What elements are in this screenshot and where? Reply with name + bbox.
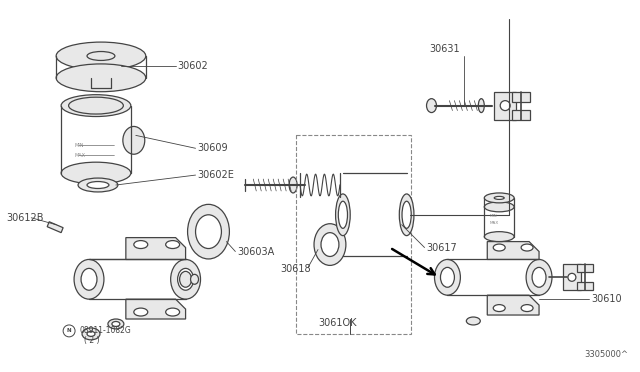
Text: N: N xyxy=(67,328,72,333)
Polygon shape xyxy=(47,222,63,232)
Ellipse shape xyxy=(484,232,514,241)
Text: MAX: MAX xyxy=(74,153,85,158)
Ellipse shape xyxy=(108,319,124,329)
Ellipse shape xyxy=(289,177,297,193)
Ellipse shape xyxy=(123,126,145,154)
FancyBboxPatch shape xyxy=(577,264,593,272)
Circle shape xyxy=(568,273,576,281)
FancyBboxPatch shape xyxy=(512,110,530,119)
Ellipse shape xyxy=(478,99,484,113)
Text: MIN: MIN xyxy=(74,143,84,148)
Ellipse shape xyxy=(87,331,95,336)
Ellipse shape xyxy=(314,224,346,265)
Ellipse shape xyxy=(56,64,146,92)
Ellipse shape xyxy=(134,308,148,316)
Circle shape xyxy=(63,325,75,337)
FancyBboxPatch shape xyxy=(563,264,581,290)
Ellipse shape xyxy=(402,201,412,228)
Ellipse shape xyxy=(339,201,348,228)
Ellipse shape xyxy=(68,97,124,114)
Text: 30617: 30617 xyxy=(426,243,458,253)
Ellipse shape xyxy=(61,162,131,184)
Polygon shape xyxy=(487,241,539,259)
FancyBboxPatch shape xyxy=(512,92,530,102)
Ellipse shape xyxy=(526,259,552,295)
Ellipse shape xyxy=(191,274,198,284)
Circle shape xyxy=(500,101,510,110)
Ellipse shape xyxy=(484,193,514,203)
Text: MAX: MAX xyxy=(489,221,499,225)
Text: 3061OK: 3061OK xyxy=(318,318,356,328)
Text: 30612B: 30612B xyxy=(6,213,44,223)
Ellipse shape xyxy=(467,317,480,325)
Text: 3305000^: 3305000^ xyxy=(585,350,628,359)
Ellipse shape xyxy=(521,305,533,312)
Ellipse shape xyxy=(166,308,180,316)
Ellipse shape xyxy=(426,99,436,113)
Ellipse shape xyxy=(112,321,120,327)
FancyBboxPatch shape xyxy=(577,282,593,290)
Ellipse shape xyxy=(493,244,505,251)
Ellipse shape xyxy=(61,95,131,116)
Ellipse shape xyxy=(78,178,118,192)
Polygon shape xyxy=(126,238,186,259)
Text: MIN: MIN xyxy=(489,214,497,218)
Ellipse shape xyxy=(82,328,100,340)
Ellipse shape xyxy=(494,196,504,199)
Ellipse shape xyxy=(87,182,109,189)
Text: 08911-1082G: 08911-1082G xyxy=(79,326,131,336)
Ellipse shape xyxy=(87,51,115,60)
Ellipse shape xyxy=(180,271,191,287)
Ellipse shape xyxy=(335,194,350,235)
Text: 30602: 30602 xyxy=(178,61,209,71)
Ellipse shape xyxy=(532,267,546,287)
Ellipse shape xyxy=(435,259,460,295)
Text: 30618: 30618 xyxy=(280,264,311,275)
Text: 30610: 30610 xyxy=(591,294,621,304)
Ellipse shape xyxy=(81,268,97,290)
Ellipse shape xyxy=(166,241,180,248)
Ellipse shape xyxy=(399,194,414,235)
Ellipse shape xyxy=(440,267,454,287)
Bar xyxy=(296,135,411,334)
Polygon shape xyxy=(487,295,539,315)
Ellipse shape xyxy=(484,202,514,212)
Text: ( 2 ): ( 2 ) xyxy=(84,336,100,345)
Ellipse shape xyxy=(171,259,200,299)
Ellipse shape xyxy=(493,305,505,312)
Ellipse shape xyxy=(56,42,146,70)
Text: 30609: 30609 xyxy=(198,143,228,153)
Ellipse shape xyxy=(188,204,229,259)
Ellipse shape xyxy=(521,244,533,251)
Text: 30603A: 30603A xyxy=(237,247,275,257)
Ellipse shape xyxy=(74,259,104,299)
FancyBboxPatch shape xyxy=(494,92,516,119)
Text: 30631: 30631 xyxy=(429,44,460,54)
Ellipse shape xyxy=(321,232,339,256)
Text: 30602E: 30602E xyxy=(198,170,234,180)
Polygon shape xyxy=(126,299,186,319)
Ellipse shape xyxy=(134,241,148,248)
Ellipse shape xyxy=(196,215,221,248)
Ellipse shape xyxy=(178,268,193,290)
